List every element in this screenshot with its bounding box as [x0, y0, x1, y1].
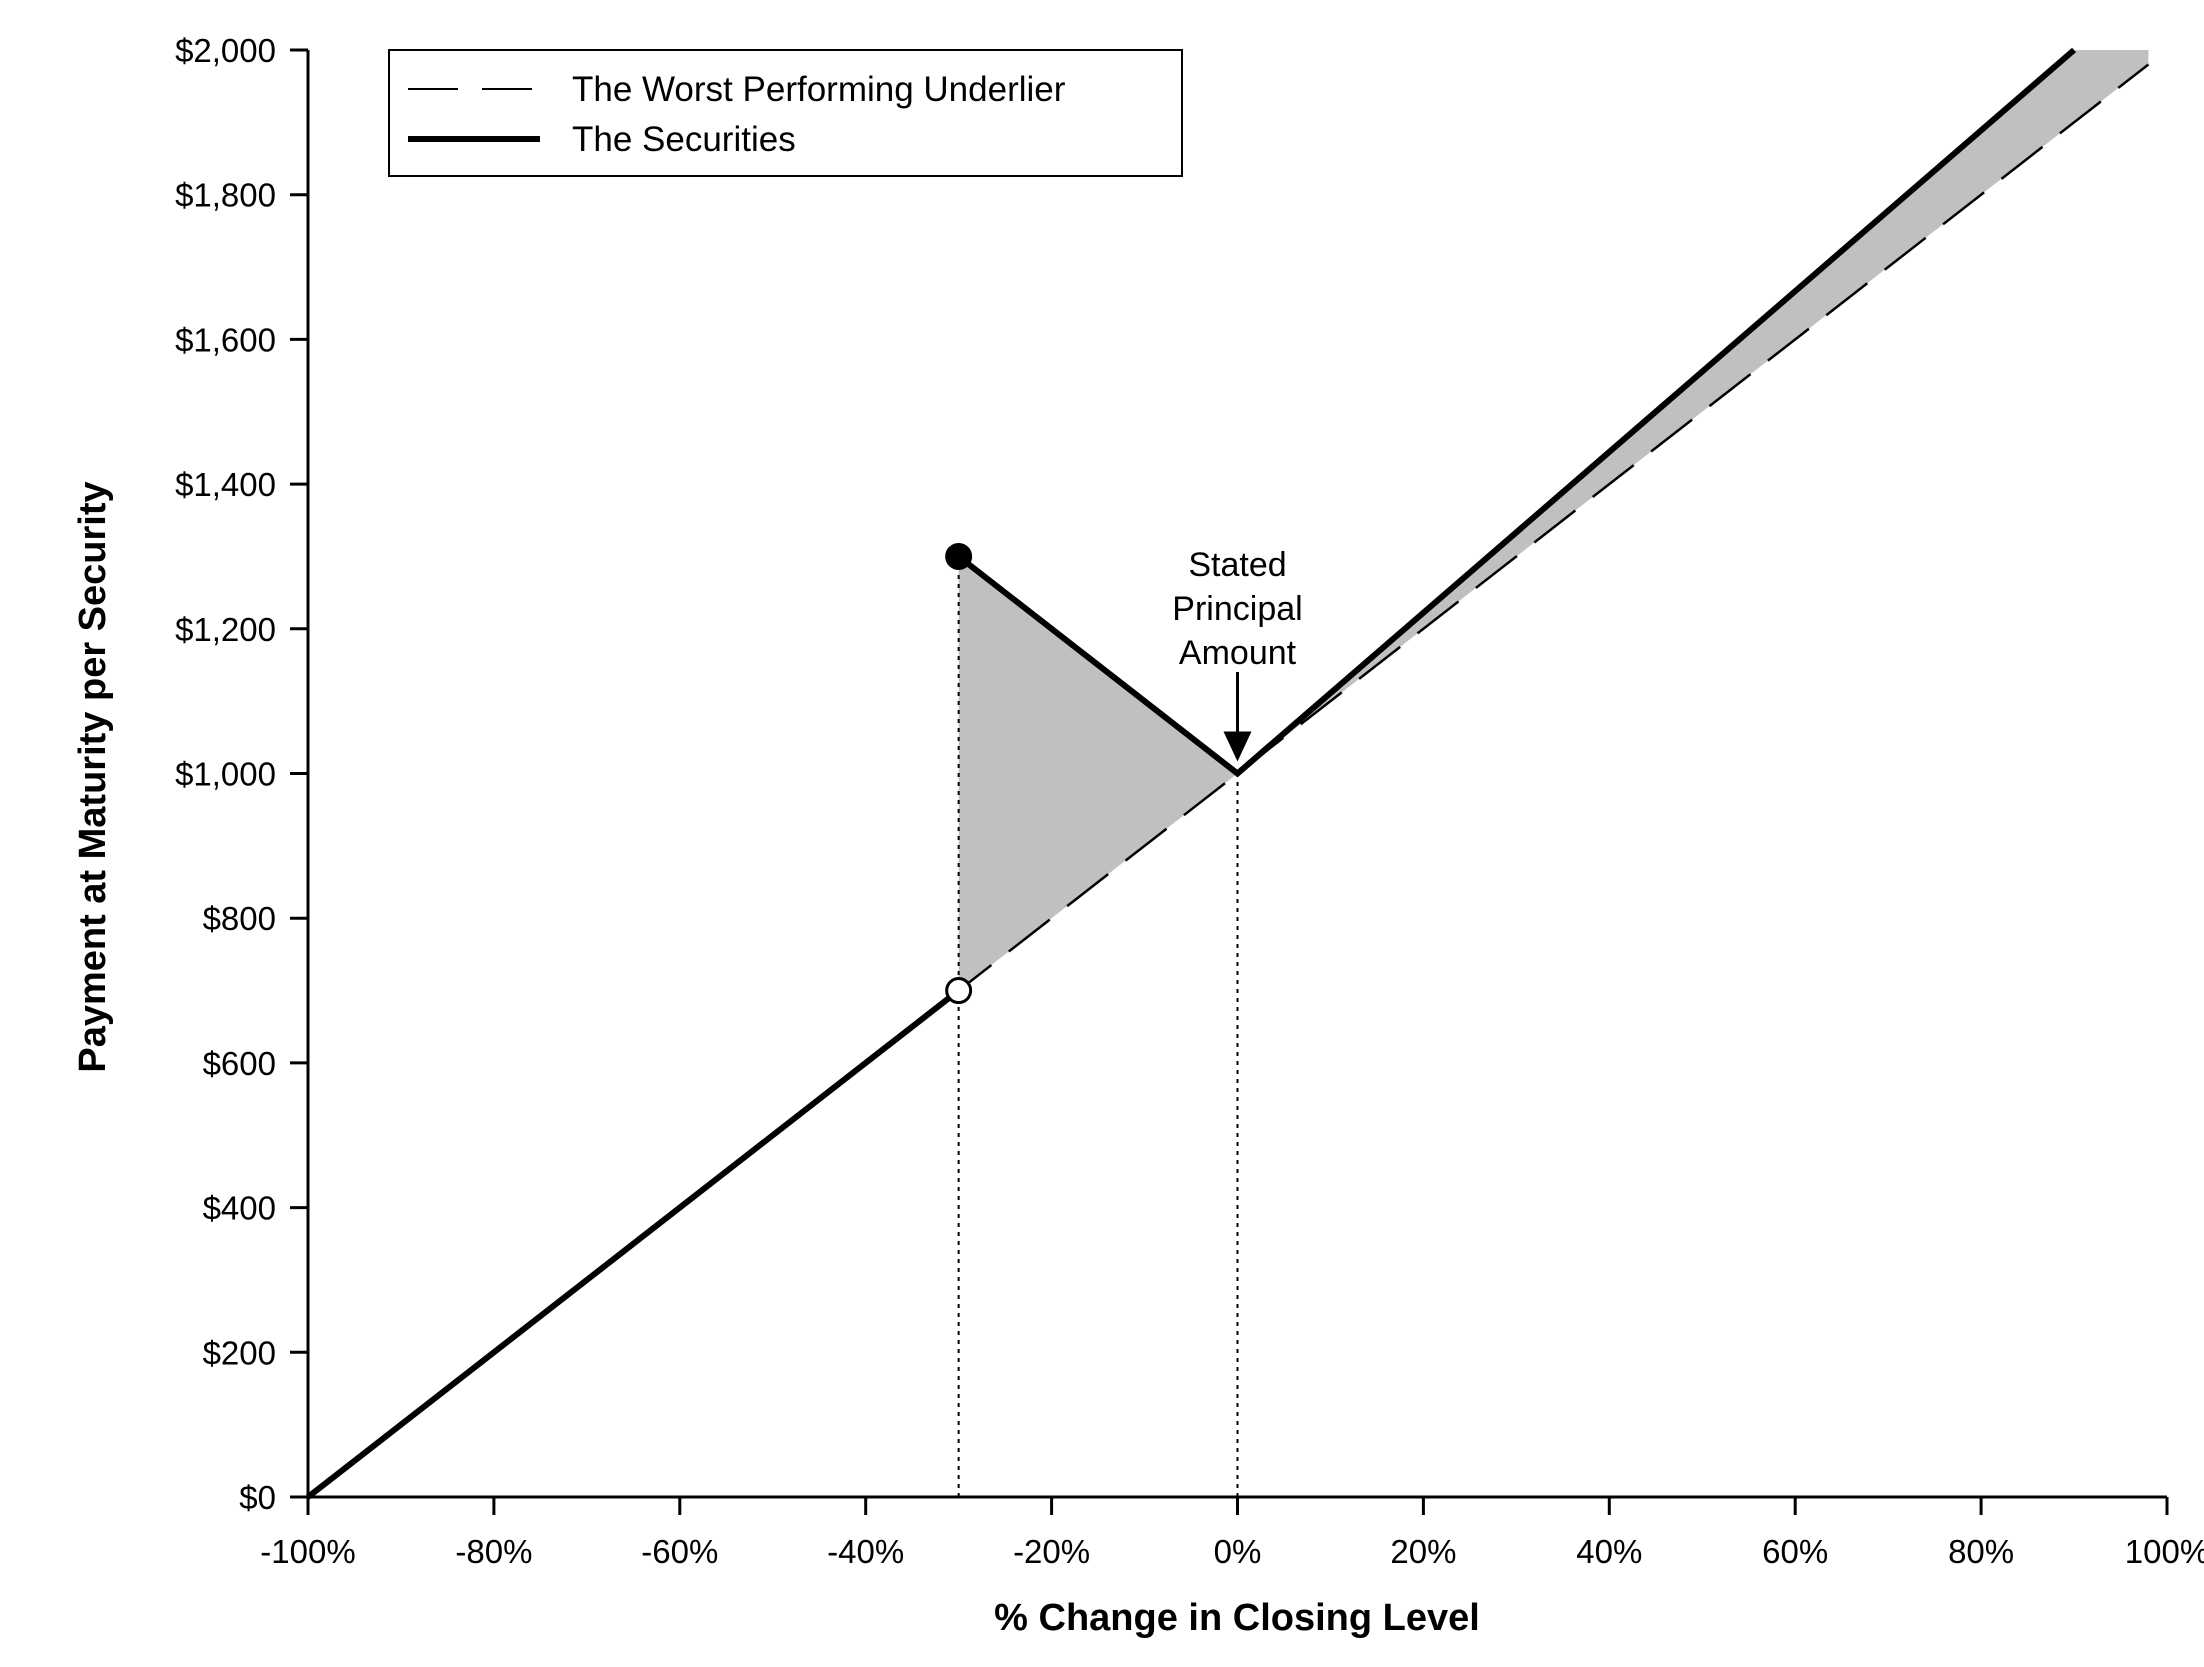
shaded-region-1	[958, 556, 1238, 991]
securities-line-segment-2	[956, 47, 2077, 778]
x-tick-label: -40%	[827, 1533, 904, 1570]
x-tick-label: 0%	[1214, 1533, 1262, 1570]
series-lines	[306, 47, 2150, 1500]
annotation: Stated Principal Amount	[1172, 546, 1303, 762]
x-tick-label: -80%	[455, 1533, 532, 1570]
annotation-arrow-head	[1223, 731, 1252, 762]
y-tick-label: $800	[203, 900, 276, 937]
x-tick-label: 60%	[1762, 1533, 1828, 1570]
y-tick-label: $1,000	[175, 756, 276, 793]
securities-line-segment-1	[306, 988, 961, 1500]
legend-label-underlier: The Worst Performing Underlier	[572, 70, 1066, 109]
x-tick-label: 20%	[1390, 1533, 1456, 1570]
x-tick-label: 80%	[1948, 1533, 2014, 1570]
open-marker	[945, 977, 973, 1005]
x-tick-label: -100%	[260, 1533, 355, 1570]
annotation-label-line: Principal	[1172, 590, 1302, 628]
legend: The Worst Performing Underlier The Secur…	[388, 49, 1183, 177]
y-tick-label: $0	[239, 1479, 276, 1516]
y-tick-label: $2,000	[175, 32, 276, 69]
annotation-label-line: Amount	[1179, 634, 1297, 672]
y-axis-ticks: $0 $200 $400 $600 $800 $1,000 $1,200 $1,400 $1,6…	[175, 32, 308, 1516]
y-tick-label: $400	[203, 1190, 276, 1227]
y-tick-label: $600	[203, 1045, 276, 1082]
shaded-regions	[958, 50, 2149, 991]
x-axis-title: % Change in Closing Level	[994, 1597, 1480, 1639]
filled-marker	[945, 542, 973, 570]
y-tick-label: $1,400	[175, 466, 276, 503]
legend-box	[388, 49, 1183, 177]
y-tick-label: $1,600	[175, 321, 276, 358]
y-tick-label: $200	[203, 1334, 276, 1371]
annotation-label-line: Stated	[1188, 546, 1286, 584]
legend-label-securities: The Securities	[572, 120, 796, 159]
x-tick-label: 40%	[1576, 1533, 1642, 1570]
x-axis-ticks: -100% -80% -60% -40% -20% 0% 20% 40% 60% 80% 100%	[260, 1497, 2204, 1570]
reference-lines	[957, 556, 1239, 1497]
x-tick-label: -60%	[641, 1533, 718, 1570]
y-axis-title: Payment at Maturity per Security	[72, 481, 114, 1072]
x-tick-label: 100%	[2125, 1533, 2204, 1570]
y-tick-label: $1,800	[175, 177, 276, 214]
x-tick-label: -20%	[1013, 1533, 1090, 1570]
shaded-region-2	[1237, 50, 2149, 774]
markers	[945, 542, 973, 1005]
y-tick-label: $1,200	[175, 611, 276, 648]
